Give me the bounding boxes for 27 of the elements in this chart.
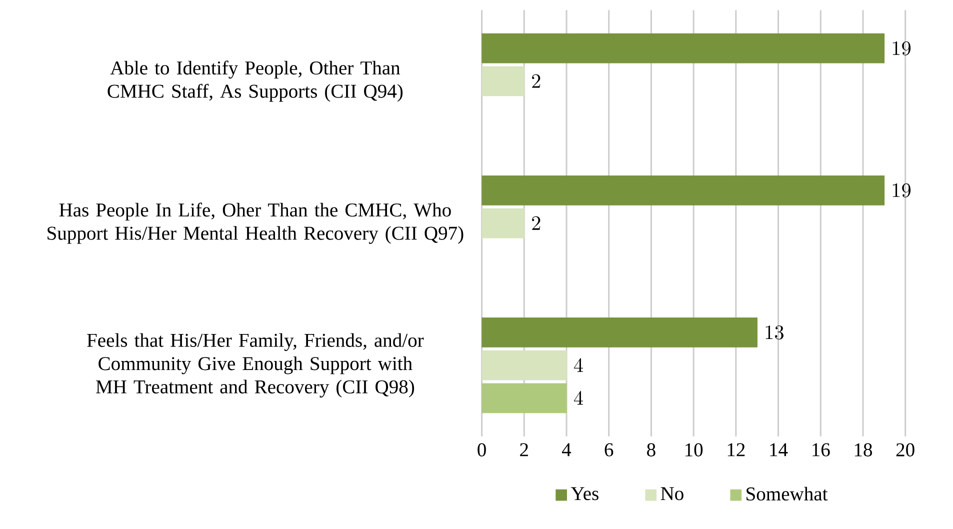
x-tick-label: 0: [478, 443, 486, 456]
x-tick-label: 2: [520, 443, 528, 456]
x-tick-label: 16: [812, 443, 830, 456]
legend-label: Somewhat: [746, 486, 828, 501]
data-label: 2: [532, 74, 540, 88]
y-tick-label: Has People In Life, Oher Than the CMHC, Who Support His/Her Mental Health Recovery (CII Q97): [48, 202, 464, 244]
bar: [482, 350, 567, 380]
x-tick-label: 12: [728, 443, 745, 456]
data-label: 13: [766, 325, 784, 340]
data-label: 19: [892, 183, 911, 198]
y-tick-label: Able to Identify People, Other Than CMHC Staff, As Supports (CII Q94): [108, 60, 403, 102]
y-tick-label: Feels that His/Her Family, Friends, and/or Community Give Enough Support with MH Treatment and Recovery (CII Q98): [87, 333, 424, 398]
bar: [482, 66, 525, 96]
bar: [482, 208, 525, 238]
data-label: 19: [892, 41, 911, 56]
x-tick-label: 10: [686, 443, 703, 456]
data-label: 4: [574, 390, 583, 405]
data-label: 4: [574, 358, 583, 372]
x-tick-label: 20: [896, 443, 914, 456]
x-tick-label: 4: [562, 443, 572, 456]
x-tick-label: 6: [604, 443, 614, 456]
x-tick-label: 14: [770, 443, 788, 456]
legend-label: No: [660, 487, 684, 500]
x-tick-label: 8: [647, 443, 656, 456]
x-tick-label: 18: [854, 443, 872, 456]
data-label: 2: [532, 216, 540, 230]
legend-label: Yes: [570, 487, 598, 500]
